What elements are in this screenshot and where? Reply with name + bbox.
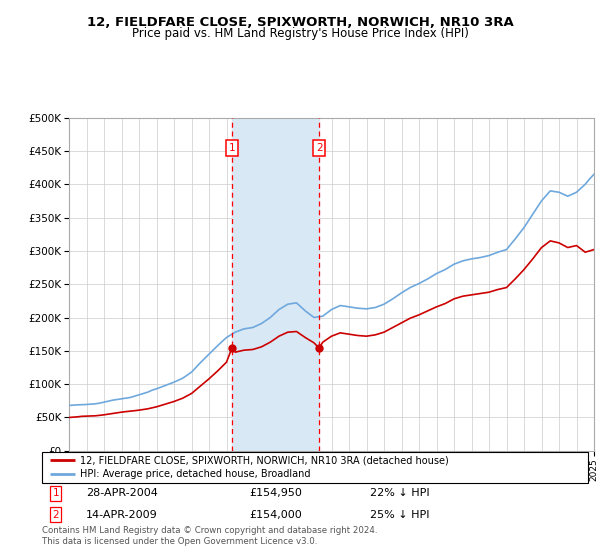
Text: 1: 1 xyxy=(52,488,59,498)
Text: 14-APR-2009: 14-APR-2009 xyxy=(86,510,157,520)
Text: Contains HM Land Registry data © Crown copyright and database right 2024.
This d: Contains HM Land Registry data © Crown c… xyxy=(42,526,377,546)
Text: 12, FIELDFARE CLOSE, SPIXWORTH, NORWICH, NR10 3RA: 12, FIELDFARE CLOSE, SPIXWORTH, NORWICH,… xyxy=(86,16,514,29)
Text: £154,950: £154,950 xyxy=(250,488,302,498)
Bar xyxy=(232,118,319,451)
Text: Price paid vs. HM Land Registry's House Price Index (HPI): Price paid vs. HM Land Registry's House … xyxy=(131,27,469,40)
Text: £154,000: £154,000 xyxy=(250,510,302,520)
Text: 12, FIELDFARE CLOSE, SPIXWORTH, NORWICH, NR10 3RA (detached house): 12, FIELDFARE CLOSE, SPIXWORTH, NORWICH,… xyxy=(80,455,449,465)
Text: 2: 2 xyxy=(52,510,59,520)
Text: 25% ↓ HPI: 25% ↓ HPI xyxy=(370,510,429,520)
Text: 2: 2 xyxy=(316,143,322,152)
Text: 28-APR-2004: 28-APR-2004 xyxy=(86,488,158,498)
Text: 22% ↓ HPI: 22% ↓ HPI xyxy=(370,488,429,498)
Text: 1: 1 xyxy=(229,143,235,152)
Text: HPI: Average price, detached house, Broadland: HPI: Average price, detached house, Broa… xyxy=(80,469,311,479)
